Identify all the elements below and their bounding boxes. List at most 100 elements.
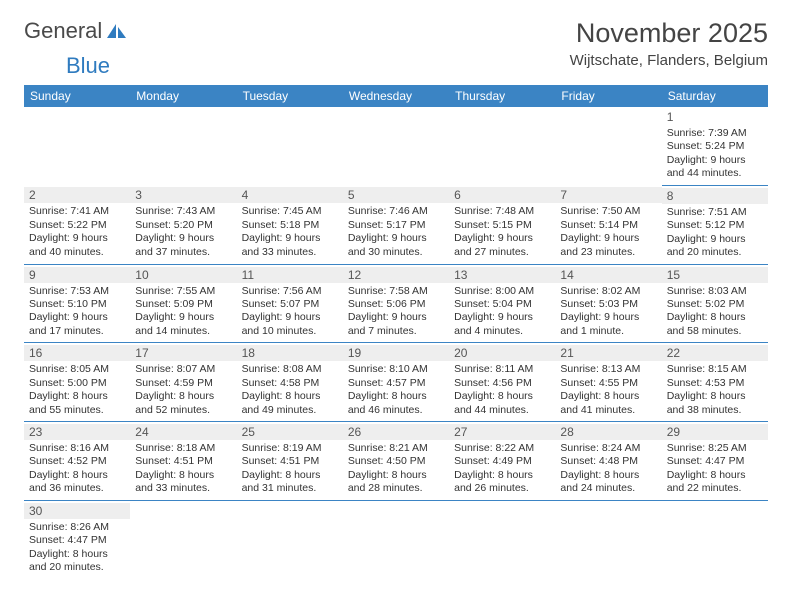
day-cell: 4 Sunrise: 7:45 AMSunset: 5:18 PMDaylight… — [237, 185, 343, 264]
day-header: Tuesday — [237, 85, 343, 107]
day-number: 23 — [24, 424, 130, 440]
day-info: Sunrise: 7:39 AMSunset: 5:24 PMDaylight:… — [667, 127, 763, 181]
day-info: Sunrise: 8:00 AMSunset: 5:04 PMDaylight:… — [454, 285, 550, 339]
day-number: 28 — [555, 424, 661, 440]
empty-cell — [343, 500, 449, 578]
day-header: Sunday — [24, 85, 130, 107]
calendar-row: 23Sunrise: 8:16 AMSunset: 4:52 PMDayligh… — [24, 422, 768, 501]
day-cell: 12 Sunrise: 7:58 AMSunset: 5:06 PMDayligh… — [343, 264, 449, 343]
calendar-row: 16 Sunrise: 8:05 AMSunset: 5:00 PMDayligh… — [24, 343, 768, 422]
day-cell: 14 Sunrise: 8:02 AMSunset: 5:03 PMDayligh… — [555, 264, 661, 343]
day-header: Wednesday — [343, 85, 449, 107]
day-number: 4 — [237, 187, 343, 203]
day-number: 15 — [662, 267, 768, 283]
day-info: Sunrise: 8:08 AMSunset: 4:58 PMDaylight:… — [242, 363, 338, 417]
day-header-row: SundayMondayTuesdayWednesdayThursdayFrid… — [24, 85, 768, 107]
day-cell: 18 Sunrise: 8:08 AMSunset: 4:58 PMDayligh… — [237, 343, 343, 422]
day-cell: 21Sunrise: 8:13 AMSunset: 4:55 PMDayligh… — [555, 343, 661, 422]
day-cell: 27Sunrise: 8:22 AMSunset: 4:49 PMDayligh… — [449, 422, 555, 501]
day-info: Sunrise: 7:55 AMSunset: 5:09 PMDaylight:… — [135, 285, 231, 339]
day-cell: 11 Sunrise: 7:56 AMSunset: 5:07 PMDayligh… — [237, 264, 343, 343]
day-info: Sunrise: 8:24 AMSunset: 4:48 PMDaylight:… — [560, 442, 656, 496]
day-number: 30 — [24, 503, 130, 519]
day-number: 8 — [662, 188, 768, 204]
day-cell: 3Sunrise: 7:43 AMSunset: 5:20 PMDaylight… — [130, 185, 236, 264]
empty-cell — [449, 500, 555, 578]
logo-text-2: Blue — [66, 53, 110, 79]
day-info: Sunrise: 8:05 AMSunset: 5:00 PMDaylight:… — [29, 363, 125, 417]
day-cell: 28 Sunrise: 8:24 AMSunset: 4:48 PMDayligh… — [555, 422, 661, 501]
day-number: 17 — [130, 345, 236, 361]
day-number: 29 — [662, 424, 768, 440]
day-cell: 29Sunrise: 8:25 AMSunset: 4:47 PMDayligh… — [662, 422, 768, 501]
day-cell: 8 Sunrise: 7:51 AMSunset: 5:12 PMDaylight… — [662, 185, 768, 264]
day-number: 14 — [555, 267, 661, 283]
day-info: Sunrise: 7:43 AMSunset: 5:20 PMDaylight:… — [135, 205, 231, 259]
day-cell: 22 Sunrise: 8:15 AMSunset: 4:53 PMDayligh… — [662, 343, 768, 422]
day-cell: 25Sunrise: 8:19 AMSunset: 4:51 PMDayligh… — [237, 422, 343, 501]
day-cell: 5 Sunrise: 7:46 AMSunset: 5:17 PMDaylight… — [343, 185, 449, 264]
day-cell: 15Sunrise: 8:03 AMSunset: 5:02 PMDayligh… — [662, 264, 768, 343]
day-number: 10 — [130, 267, 236, 283]
day-header: Saturday — [662, 85, 768, 107]
day-number: 5 — [343, 187, 449, 203]
day-cell: 23Sunrise: 8:16 AMSunset: 4:52 PMDayligh… — [24, 422, 130, 501]
day-number: 12 — [343, 267, 449, 283]
empty-cell — [130, 107, 236, 185]
day-cell: 13Sunrise: 8:00 AMSunset: 5:04 PMDayligh… — [449, 264, 555, 343]
day-cell: 24 Sunrise: 8:18 AMSunset: 4:51 PMDayligh… — [130, 422, 236, 501]
day-cell: 10 Sunrise: 7:55 AMSunset: 5:09 PMDayligh… — [130, 264, 236, 343]
day-number: 6 — [449, 187, 555, 203]
day-number: 24 — [130, 424, 236, 440]
day-info: Sunrise: 7:51 AMSunset: 5:12 PMDaylight:… — [667, 206, 763, 260]
day-number: 19 — [343, 345, 449, 361]
day-info: Sunrise: 7:53 AMSunset: 5:10 PMDaylight:… — [29, 285, 125, 339]
day-info: Sunrise: 7:56 AMSunset: 5:07 PMDaylight:… — [242, 285, 338, 339]
day-number: 7 — [555, 187, 661, 203]
day-number: 18 — [237, 345, 343, 361]
logo: General — [24, 18, 127, 44]
empty-cell — [555, 500, 661, 578]
day-info: Sunrise: 8:02 AMSunset: 5:03 PMDaylight:… — [560, 285, 656, 339]
empty-cell — [343, 107, 449, 185]
empty-cell — [555, 107, 661, 185]
day-number: 21 — [555, 345, 661, 361]
calendar-row: 1 Sunrise: 7:39 AMSunset: 5:24 PMDaylight… — [24, 107, 768, 185]
calendar-row: 2 Sunrise: 7:41 AMSunset: 5:22 PMDaylight… — [24, 185, 768, 264]
day-number: 22 — [662, 345, 768, 361]
day-header: Monday — [130, 85, 236, 107]
location: Wijtschate, Flanders, Belgium — [570, 52, 768, 69]
calendar-row: 9Sunrise: 7:53 AMSunset: 5:10 PMDaylight… — [24, 264, 768, 343]
empty-cell — [24, 107, 130, 185]
day-header: Friday — [555, 85, 661, 107]
day-info: Sunrise: 7:58 AMSunset: 5:06 PMDaylight:… — [348, 285, 444, 339]
day-number: 1 — [662, 109, 768, 125]
day-info: Sunrise: 8:19 AMSunset: 4:51 PMDaylight:… — [242, 442, 338, 496]
day-number: 11 — [237, 267, 343, 283]
title-block: November 2025 Wijtschate, Flanders, Belg… — [570, 18, 768, 69]
day-info: Sunrise: 8:22 AMSunset: 4:49 PMDaylight:… — [454, 442, 550, 496]
day-info: Sunrise: 8:07 AMSunset: 4:59 PMDaylight:… — [135, 363, 231, 417]
day-info: Sunrise: 7:41 AMSunset: 5:22 PMDaylight:… — [29, 205, 125, 259]
day-info: Sunrise: 7:46 AMSunset: 5:17 PMDaylight:… — [348, 205, 444, 259]
day-cell: 1 Sunrise: 7:39 AMSunset: 5:24 PMDaylight… — [662, 107, 768, 185]
calendar-body: 1 Sunrise: 7:39 AMSunset: 5:24 PMDaylight… — [24, 107, 768, 579]
day-number: 20 — [449, 345, 555, 361]
day-info: Sunrise: 8:18 AMSunset: 4:51 PMDaylight:… — [135, 442, 231, 496]
empty-cell — [130, 500, 236, 578]
day-number: 2 — [24, 187, 130, 203]
day-info: Sunrise: 7:48 AMSunset: 5:15 PMDaylight:… — [454, 205, 550, 259]
logo-text-1: General — [24, 18, 102, 44]
day-info: Sunrise: 7:50 AMSunset: 5:14 PMDaylight:… — [560, 205, 656, 259]
day-info: Sunrise: 7:45 AMSunset: 5:18 PMDaylight:… — [242, 205, 338, 259]
day-number: 16 — [24, 345, 130, 361]
day-info: Sunrise: 8:10 AMSunset: 4:57 PMDaylight:… — [348, 363, 444, 417]
day-info: Sunrise: 8:11 AMSunset: 4:56 PMDaylight:… — [454, 363, 550, 417]
sail-icon — [105, 22, 127, 40]
day-cell: 7 Sunrise: 7:50 AMSunset: 5:14 PMDaylight… — [555, 185, 661, 264]
day-cell: 2 Sunrise: 7:41 AMSunset: 5:22 PMDaylight… — [24, 185, 130, 264]
empty-cell — [662, 500, 768, 578]
day-info: Sunrise: 8:26 AMSunset: 4:47 PMDaylight:… — [29, 521, 125, 575]
day-info: Sunrise: 8:15 AMSunset: 4:53 PMDaylight:… — [667, 363, 763, 417]
day-cell: 17 Sunrise: 8:07 AMSunset: 4:59 PMDayligh… — [130, 343, 236, 422]
